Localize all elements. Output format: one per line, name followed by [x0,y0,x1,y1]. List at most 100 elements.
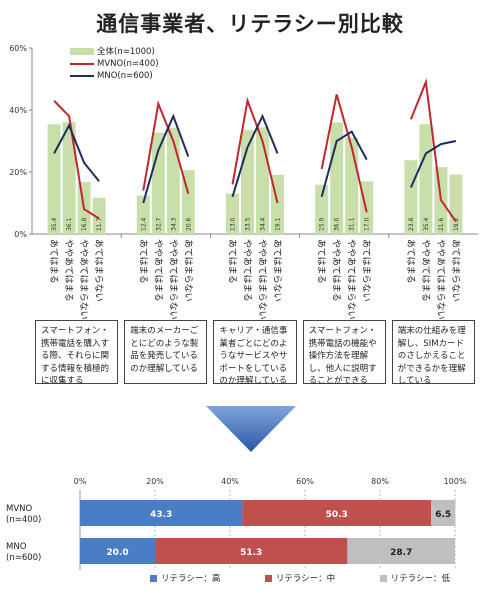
stacked-segment [155,538,348,564]
bar-overall [151,132,165,234]
legend-item-overall: 全体(n=1000) [70,45,168,58]
line-mvno [409,78,457,223]
bar-value-label: 32.7 [155,217,162,231]
stacked-segment [431,500,456,526]
answer-category-label: あてはまらない [182,239,193,302]
answer-category-label: あてはまらない [272,239,283,302]
answer-category-label: あてはまる [48,239,59,284]
segment-value-label: 28.7 [390,548,412,558]
answer-category-label: ややあてはまらない [78,239,89,320]
line-mno [409,140,457,188]
bar-overall [136,195,150,234]
bottom-legend: リテラシー：高 リテラシー：中 リテラシー：低 [150,572,450,584]
legend-item-mno: MNO(n=600) [70,70,168,83]
x-tick-label: 60% [296,477,314,486]
legend-label-high: リテラシー：高 [161,574,221,584]
legend-label-mno: MNO(n=600) [97,71,153,82]
bar-overall [226,193,239,234]
chart-legend: 全体(n=1000) MVNO(n=400) MNO(n=600) [70,45,168,83]
legend-label-mid: リテラシー：中 [275,574,336,584]
combo-chart: 0%20%40%60%35.4 36.1 16.8 11.7あてはまる ややあてはまるや… [9,44,478,320]
bar-value-label: 34.3 [170,217,177,231]
answer-category-label: ややあてはまらない [257,239,268,320]
legend-label-low: リテラシー：低 [390,574,450,584]
bar-overall [62,122,76,234]
group-description: キャリア・通信事業者ごとにどのようなサービスやサポートをしているのか理解している [213,320,297,386]
group-description: 端末の仕組みを理解し、SIMカードのさしかえることができるかを理解している [391,320,475,386]
legend-swatch-low [379,574,387,582]
bar-value-label: 31.1 [349,217,356,231]
row-category-label: (n=600) [6,553,41,563]
legend-item-low: リテラシー：低 [379,572,450,584]
segment-value-label: 43.3 [150,510,172,520]
bar-value-label: 36.1 [66,217,73,231]
bar-value-label: 11.7 [96,217,103,231]
segment-value-label: 6.5 [435,510,451,520]
bar-value-label: 36.0 [334,217,341,231]
line-mvno [231,96,279,204]
answer-category-label: ややあてはまる [331,239,342,302]
row-category-label: (n=400) [6,515,41,525]
segment-value-label: 51.3 [240,548,262,558]
bar-overall [47,124,61,234]
y-tick-label: 60% [9,44,27,53]
bar-value-label: 19.1 [275,217,282,231]
legend-item-high: リテラシー：高 [150,572,220,584]
legend-item-mid: リテラシー：中 [264,572,336,584]
row-category-label: MVNO [6,504,33,514]
bar-overall [92,197,106,234]
answer-category-label: ややあてはまる [63,239,74,302]
bar-value-label: 16.8 [81,217,88,231]
group-description: 端末のメーカーごとにどのような製品を発売しているのか理解している [124,320,208,384]
answer-category-label: あてはまる [316,239,327,284]
bar-value-label: 35.4 [423,217,430,231]
down-arrow-icon [206,406,296,452]
bar-overall [449,174,463,234]
bar-value-label: 12.4 [140,217,147,231]
line-mno [142,113,190,204]
x-tick-label: 20% [146,477,164,486]
line-mno [231,113,279,198]
stacked-bar-chart: 0% 20% 40% 60% 80% 100% MVNO(n=400) 43.3 50.3 6.5… [6,477,467,570]
answer-category-label: あてはまる [227,239,238,284]
stacked-segment [80,500,243,526]
line-mno [53,123,100,182]
legend-label-mvno: MVNO(n=400) [97,58,159,69]
legend-swatch-overall [70,47,94,55]
y-tick-label: 40% [9,106,27,115]
bar-value-label: 15.9 [319,217,326,231]
bar-value-label: 33.5 [245,217,252,231]
group-description: スマートフォン・携帯電話を購入する際、それらに関する情報を積極的に収集する [35,320,119,386]
bar-overall [315,184,329,234]
x-tick-label: 40% [221,477,239,486]
bar-value-label: 13.0 [230,217,237,231]
bar-value-label: 17.0 [364,217,371,231]
line-mvno [320,94,368,213]
bar-value-label: 20.6 [185,217,192,231]
x-tick-label: 80% [371,477,389,486]
bar-value-label: 34.4 [260,217,267,231]
stacked-segment [347,538,455,564]
stacked-segment [242,500,431,526]
segment-value-label: 20.0 [106,548,128,558]
row-category-label: MNO [6,542,27,552]
y-tick-label: 20% [9,168,27,177]
answer-category-label: ややあてはまる [242,239,253,302]
answer-category-label: あてはまる [405,239,416,284]
bar-value-label: 21.6 [438,217,445,231]
legend-swatch-high [150,574,157,582]
stacked-segment [80,538,155,564]
x-tick-label: 0% [74,477,87,486]
line-mvno [142,100,190,194]
answer-category-label: ややあてはまらない [167,239,178,320]
legend-label-overall: 全体(n=1000) [97,47,155,58]
answer-category-label: あてはまらない [361,239,372,302]
line-mno [320,130,368,198]
x-tick-label: 100% [444,477,467,486]
legend-swatch-mno [70,75,94,78]
bar-overall [419,124,433,234]
legend-item-mvno: MVNO(n=400) [70,58,168,71]
bar-value-label: 35.4 [51,217,58,231]
bar-value-label: 19.2 [453,217,460,231]
answer-category-label: ややあてはまる [152,239,163,302]
